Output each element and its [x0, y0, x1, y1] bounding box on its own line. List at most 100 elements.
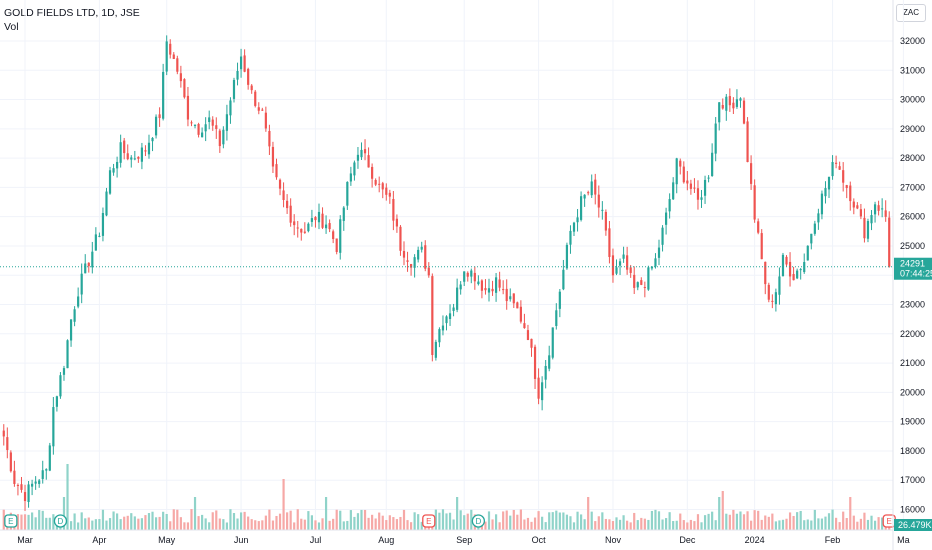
y-tick-label: 32000 — [900, 36, 925, 46]
volume-bar — [392, 517, 395, 530]
volume-bar — [749, 520, 753, 530]
candle-body — [749, 163, 753, 184]
candle-body — [587, 192, 590, 194]
volume-bar — [459, 510, 462, 530]
volume-bar — [388, 515, 391, 530]
candle-body — [130, 157, 133, 160]
volume-bar — [342, 521, 345, 530]
candle-body — [842, 170, 845, 183]
volume-bar — [615, 517, 618, 530]
chart-legend: GOLD FIELDS LTD, 1D, JSE Vol — [4, 6, 140, 34]
volume-bar — [785, 518, 788, 530]
candle-body — [664, 212, 668, 225]
candle-body — [381, 183, 384, 190]
earnings-marker[interactable]: E — [4, 514, 18, 528]
candle-body — [2, 430, 5, 437]
candle-body — [771, 300, 774, 302]
candle-body — [94, 234, 97, 251]
volume-bar — [16, 514, 20, 530]
volume-bar — [647, 519, 650, 530]
volume-bar — [494, 514, 498, 530]
candle-body — [342, 207, 345, 221]
candle-body — [307, 223, 310, 232]
volume-bar — [544, 522, 547, 530]
volume-bar — [349, 510, 352, 530]
candle-body — [537, 377, 540, 399]
volume-bar — [20, 514, 23, 530]
candle-body — [859, 209, 862, 217]
dividend-marker[interactable]: D — [471, 514, 486, 528]
volume-bar — [856, 521, 859, 530]
volume-bar — [356, 513, 360, 530]
volume-bar — [813, 509, 816, 530]
marker-shape — [4, 514, 18, 528]
volume-bar — [417, 514, 420, 530]
volume-bar — [579, 514, 583, 530]
volume-bar — [367, 517, 370, 530]
dividend-marker[interactable]: D — [53, 514, 68, 528]
x-tick-label: Dec — [679, 535, 696, 545]
candle-body — [190, 122, 193, 124]
volume-bar — [516, 514, 519, 530]
candle-body — [431, 276, 434, 356]
volume-bar — [541, 516, 544, 530]
volume-bar — [204, 518, 207, 530]
candle-body — [77, 296, 80, 307]
candle-body — [147, 142, 151, 155]
volume-bar — [225, 522, 229, 530]
volume-bar — [84, 518, 87, 530]
volume-bar — [859, 518, 862, 530]
candle-body — [360, 149, 363, 158]
candle-body — [456, 287, 459, 310]
candle-body — [55, 396, 58, 407]
volume-bar — [183, 522, 186, 530]
volume-bar — [806, 519, 809, 530]
volume-bar — [300, 518, 303, 530]
volume-bar — [512, 509, 515, 530]
candle-body — [395, 218, 399, 227]
candle-body — [317, 211, 321, 223]
candle-body — [201, 132, 204, 138]
candle-body — [746, 121, 749, 163]
candle-body — [133, 158, 136, 160]
volume-bar — [275, 515, 278, 530]
candle-body — [626, 255, 629, 270]
x-tick-label: Nov — [605, 535, 622, 545]
candle-body — [810, 233, 813, 244]
volume-bar — [303, 519, 306, 530]
volume-bar — [197, 516, 200, 530]
volume-bar — [406, 520, 409, 530]
candle-body — [448, 313, 452, 319]
volume-bar — [193, 497, 197, 530]
volume-bar — [866, 519, 870, 530]
volume-bar — [505, 510, 508, 530]
volume-bar — [643, 518, 646, 530]
candle-body — [261, 109, 264, 111]
candle-body — [806, 245, 809, 261]
candle-body — [562, 269, 565, 290]
volume-bar — [147, 513, 151, 530]
earnings-marker[interactable]: E — [422, 514, 436, 528]
volume-bar — [289, 510, 292, 530]
volume-bar — [101, 509, 105, 530]
volume-bar — [420, 521, 423, 530]
volume-bar — [378, 512, 381, 530]
volume-tag — [894, 519, 932, 531]
candle-body — [579, 196, 583, 220]
candle-body — [84, 263, 87, 274]
candle-body — [820, 193, 824, 215]
volume-bar — [222, 519, 225, 530]
volume-bar — [402, 509, 406, 530]
candle-body — [675, 158, 678, 185]
candle-body — [491, 288, 494, 292]
candle-body — [303, 231, 306, 233]
candle-body — [271, 146, 275, 167]
candle-body — [753, 185, 756, 220]
volume-bar — [236, 518, 239, 530]
volume-bar — [484, 521, 487, 530]
volume-bar — [735, 513, 739, 530]
candle-body — [672, 182, 675, 200]
candle-body — [293, 221, 296, 226]
